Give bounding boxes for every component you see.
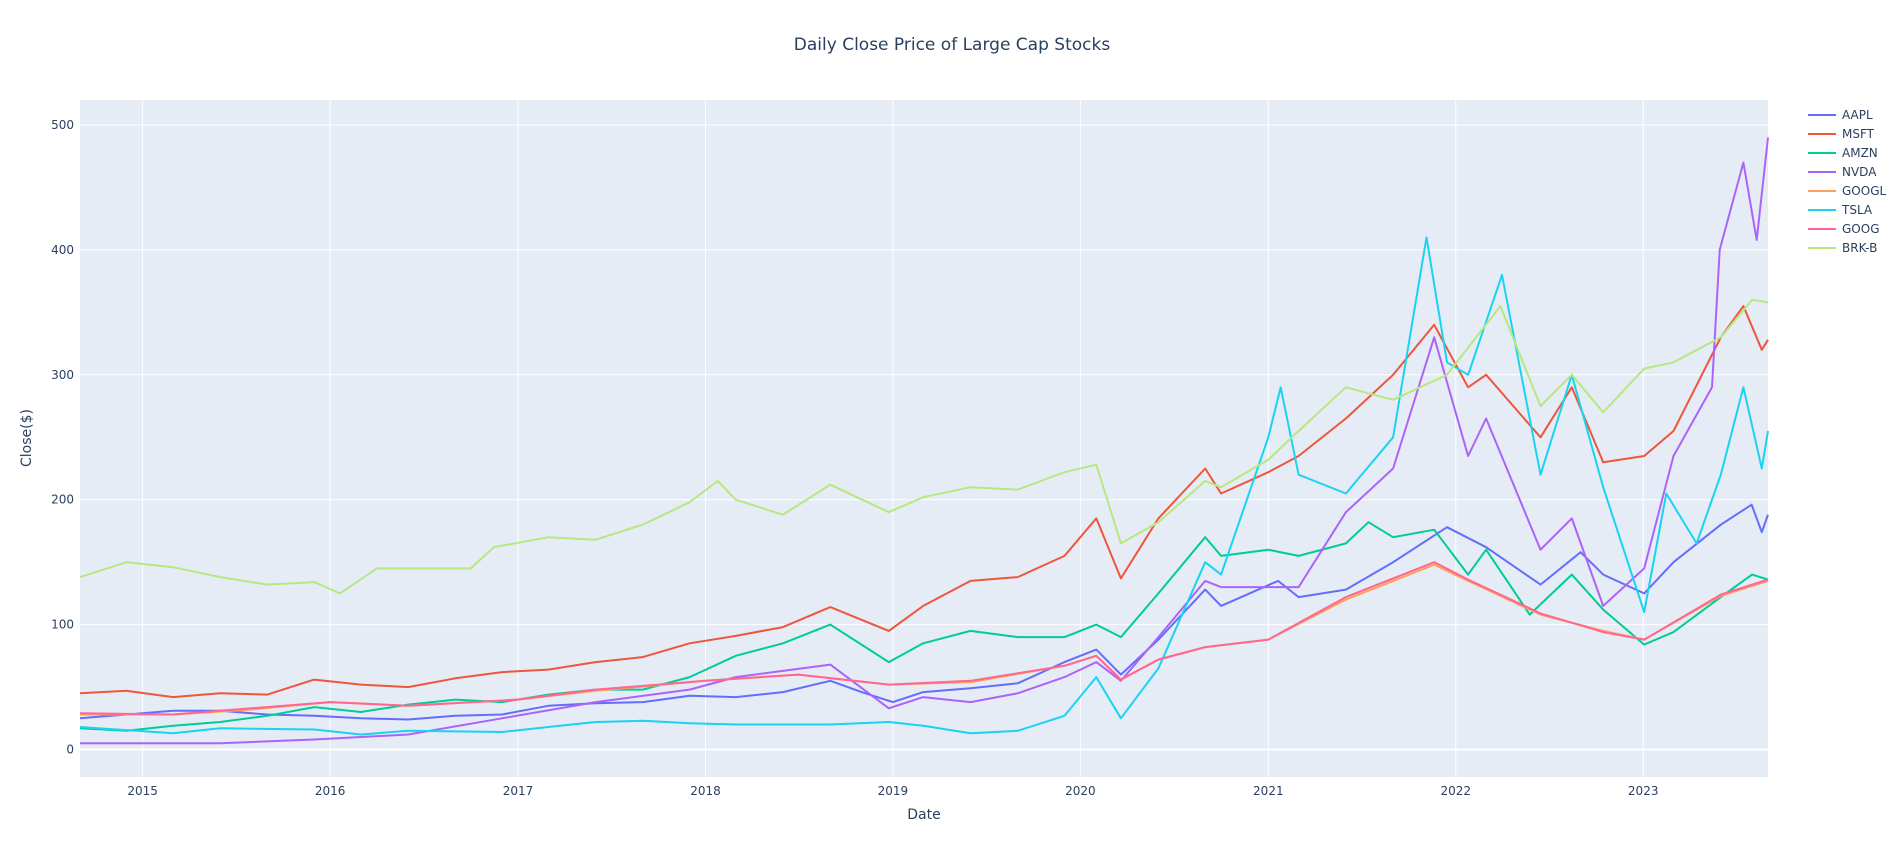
plot-area [80,100,1768,777]
legend-item-aapl[interactable]: AAPL [1808,108,1873,122]
gridlines [80,100,1768,777]
legend-label: AMZN [1842,146,1878,160]
legend-item-tsla[interactable]: TSLA [1808,203,1873,217]
y-axis-ticks: 0 100 200 300 400 500 [51,118,74,757]
legend-item-goog[interactable]: GOOG [1808,222,1880,236]
series-line-aapl[interactable] [79,503,1769,721]
legend-label: TSLA [1841,203,1873,217]
x-tick-label: 2015 [127,784,158,798]
series-line-msft[interactable] [79,305,1769,699]
x-tick-label: 2023 [1628,784,1659,798]
x-tick-label: 2016 [315,784,346,798]
y-tick-label: 300 [51,368,74,382]
legend-item-nvda[interactable]: NVDA [1808,165,1877,179]
legend[interactable]: AAPL MSFT AMZN NVDA GOOGL TSLA GOOG BRK-B [1808,108,1886,255]
legend-item-msft[interactable]: MSFT [1808,127,1875,141]
legend-label: NVDA [1842,165,1877,179]
x-axis-ticks: 2015 2016 2017 2018 2019 2020 2021 2022 2023 [127,784,1658,798]
y-axis-title: Close($) [19,409,35,467]
y-tick-label: 0 [66,743,74,757]
series-line-tsla[interactable] [79,236,1769,736]
legend-label: GOOG [1842,222,1880,236]
y-tick-label: 200 [51,493,74,507]
legend-label: GOOGL [1842,184,1886,198]
x-tick-label: 2020 [1065,784,1096,798]
x-tick-label: 2019 [878,784,909,798]
legend-label: AAPL [1842,108,1873,122]
series-line-amzn[interactable] [79,521,1769,732]
x-axis-title: Date [907,807,940,823]
y-tick-label: 100 [51,618,74,632]
chart-title: Daily Close Price of Large Cap Stocks [794,35,1111,55]
legend-label: BRK-B [1842,241,1877,255]
y-tick-label: 400 [51,243,74,257]
x-tick-label: 2017 [503,784,534,798]
x-tick-label: 2021 [1253,784,1284,798]
legend-item-googl[interactable]: GOOGL [1808,184,1886,198]
legend-label: MSFT [1842,127,1875,141]
y-tick-label: 500 [51,118,74,132]
x-tick-label: 2018 [690,784,721,798]
series-line-nvda[interactable] [80,137,1769,745]
series-lines[interactable] [79,137,1769,745]
series-line-goog[interactable] [79,561,1769,716]
legend-item-amzn[interactable]: AMZN [1808,146,1878,160]
legend-item-brk-b[interactable]: BRK-B [1808,241,1877,255]
x-tick-label: 2022 [1440,784,1471,798]
series-line-brk-b[interactable] [79,298,1769,595]
